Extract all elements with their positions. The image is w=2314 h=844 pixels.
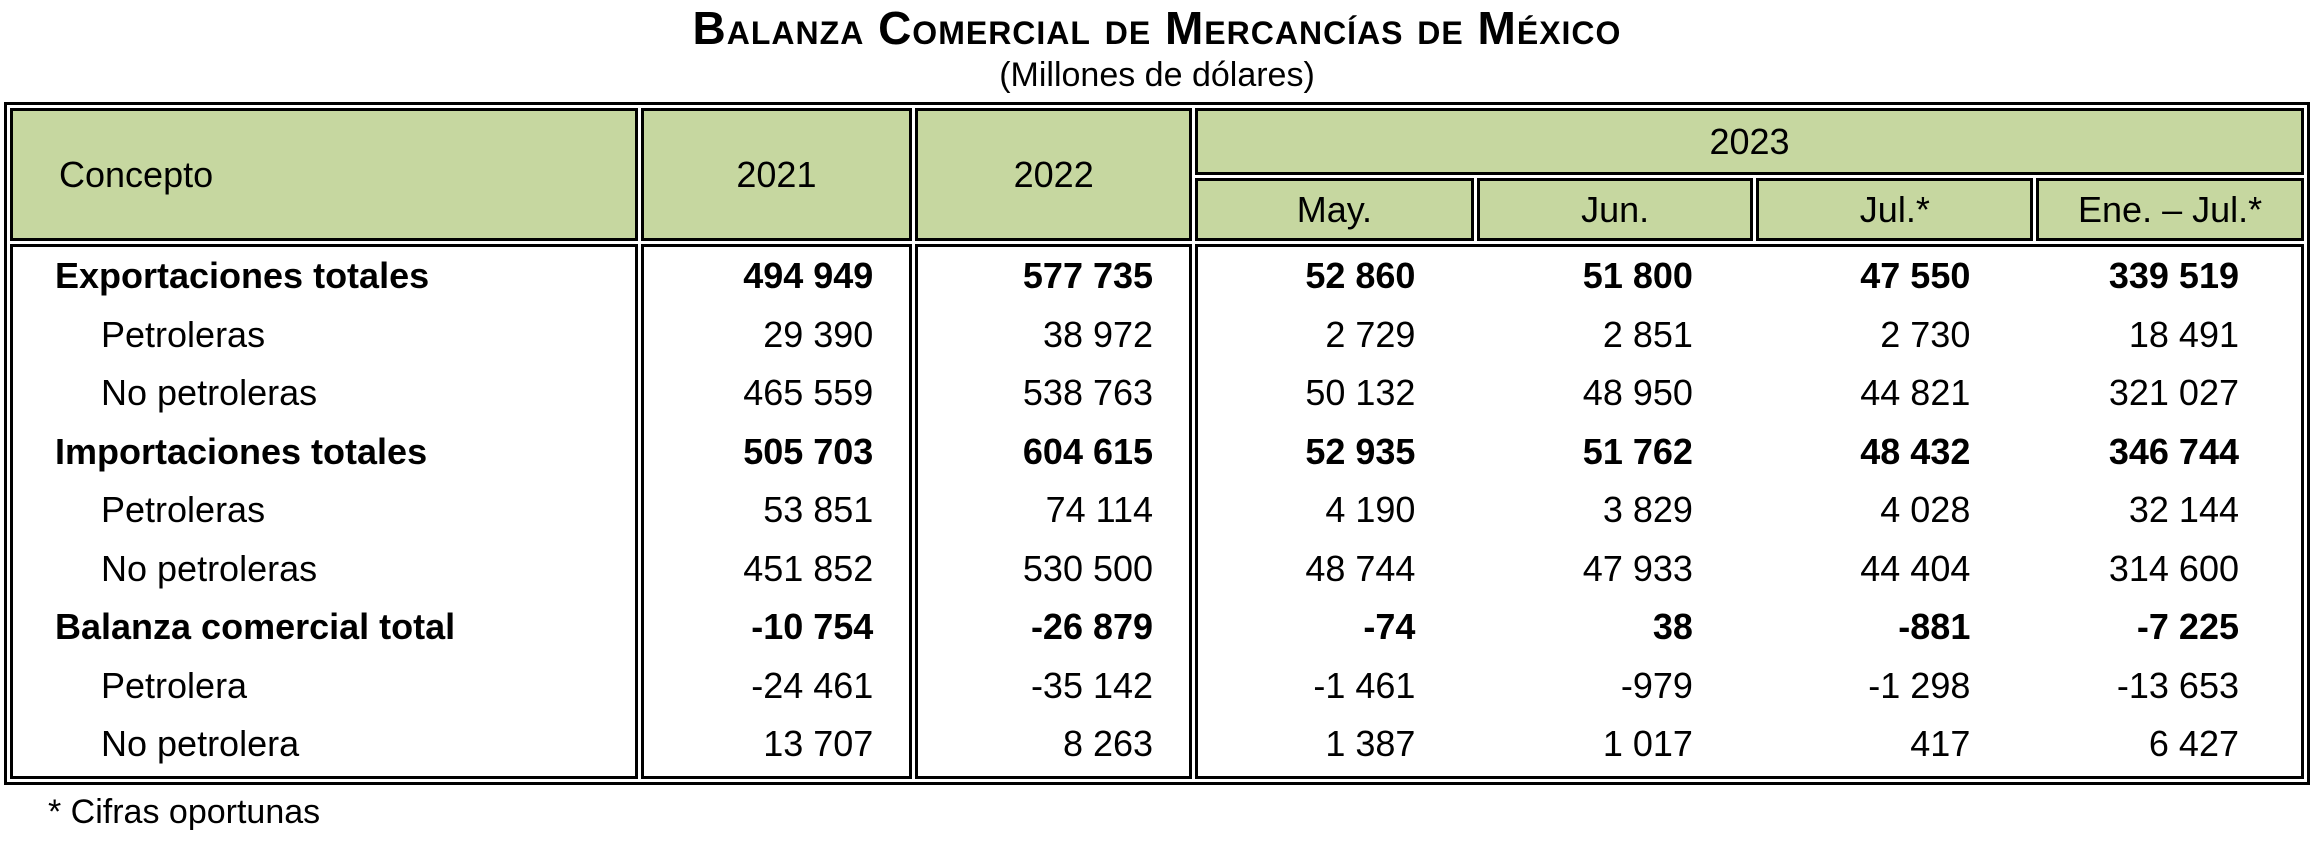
cell-value: 74 114 <box>1045 489 1154 530</box>
col-header-2021: 2021 <box>640 108 913 241</box>
row-label: No petrolera <box>101 723 300 764</box>
row-label: Petroleras <box>101 313 266 355</box>
page-subtitle: (Millones de dólares) <box>999 56 1315 94</box>
year-2022-column: 577 735 38 972 538 763 604 615 74 114 53… <box>915 244 1193 779</box>
row-label: Exportaciones totales <box>55 255 430 296</box>
cell-value: 2 730 <box>1880 313 1971 355</box>
cell-value: 604 615 <box>1022 430 1154 472</box>
col-header-2023-group: 2023 <box>1195 108 2304 175</box>
cell-value: 52 860 <box>1305 255 1416 296</box>
cell-value: -26 879 <box>1030 606 1154 647</box>
cell-value: 48 432 <box>1860 430 1971 472</box>
cell-value: 52 935 <box>1305 430 1416 472</box>
cell-value: 314 600 <box>2108 547 2239 589</box>
cell-value: 1 017 <box>1602 723 1693 764</box>
cell-value: 48 950 <box>1582 372 1693 413</box>
row-label: No petroleras <box>101 547 318 589</box>
cell-value: 29 390 <box>763 313 874 355</box>
page-title: Balanza Comercial de Mercancías de Méxic… <box>692 2 1622 54</box>
row-label: No petroleras <box>101 372 318 413</box>
concept-column: Exportaciones totales Petroleras No petr… <box>10 244 638 779</box>
cell-value: 538 763 <box>1022 372 1154 413</box>
cell-value: 32 144 <box>2128 489 2239 530</box>
cell-value: -7 225 <box>2136 606 2239 647</box>
row-label: Importaciones totales <box>55 430 428 472</box>
cell-value: 13 707 <box>763 723 874 764</box>
row-label: Petrolera <box>101 664 248 706</box>
cell-value: -24 461 <box>751 664 874 706</box>
cell-value: -1 461 <box>1313 664 1416 706</box>
cell-value: 51 762 <box>1582 430 1693 472</box>
cell-value: 4 028 <box>1880 489 1971 530</box>
cell-value: 321 027 <box>2108 372 2239 413</box>
cell-value: 44 404 <box>1860 547 1971 589</box>
cell-value: 417 <box>1910 723 1971 764</box>
cell-value: 50 132 <box>1305 372 1416 413</box>
year-2021-column: 494 949 29 390 465 559 505 703 53 851 45… <box>640 244 913 779</box>
cell-value: 47 933 <box>1582 547 1693 589</box>
cell-value: 38 972 <box>1042 313 1154 355</box>
cell-value: 47 550 <box>1860 255 1971 296</box>
cell-value: 3 829 <box>1602 489 1693 530</box>
cell-value: -10 754 <box>751 606 874 647</box>
months-2023-columns: 52 860 51 800 47 550 339 519 2 729 2 851… <box>1195 244 2304 779</box>
cell-value: 1 387 <box>1325 723 1416 764</box>
cell-value: 494 949 <box>743 255 874 296</box>
cell-value: -1 298 <box>1868 664 1971 706</box>
cell-value: 18 491 <box>2128 313 2239 355</box>
cell-value: -881 <box>1898 606 1971 647</box>
cell-value: 530 500 <box>1022 547 1154 589</box>
cell-value: 51 800 <box>1582 255 1693 296</box>
cell-value: 339 519 <box>2108 255 2239 296</box>
col-header-ene-jul: Ene. – Jul.* <box>2036 178 2304 241</box>
col-header-may: May. <box>1195 178 1474 241</box>
col-header-concepto: Concepto <box>10 108 638 241</box>
cell-value: 38 <box>1652 606 1693 647</box>
cell-value: 505 703 <box>743 430 874 472</box>
cell-value: 2 851 <box>1602 313 1693 355</box>
col-header-2022: 2022 <box>915 108 1193 241</box>
cell-value: 465 559 <box>743 372 874 413</box>
cell-value: 4 190 <box>1325 489 1416 530</box>
cell-value: 44 821 <box>1860 372 1971 413</box>
row-label: Petroleras <box>101 489 266 530</box>
col-header-jun: Jun. <box>1476 178 1754 241</box>
cell-value: 2 729 <box>1325 313 1416 355</box>
cell-value: 48 744 <box>1305 547 1416 589</box>
cell-value: 451 852 <box>743 547 874 589</box>
cell-value: 8 263 <box>1062 723 1154 764</box>
cell-value: 6 427 <box>2148 723 2239 764</box>
trade-balance-table: Concepto 2021 2022 2023 May. Jun. Jul.* … <box>4 102 2310 785</box>
cell-value: -13 653 <box>2116 664 2239 706</box>
cell-value: -35 142 <box>1030 664 1154 706</box>
col-header-jul: Jul.* <box>1756 178 2034 241</box>
cell-value: 346 744 <box>2108 430 2239 472</box>
cell-value: -979 <box>1620 664 1693 706</box>
cell-value: 577 735 <box>1022 255 1154 296</box>
cell-value: -74 <box>1363 606 1416 647</box>
cell-value: 53 851 <box>763 489 874 530</box>
row-label: Balanza comercial total <box>55 606 456 647</box>
table-grid: Concepto 2021 2022 2023 May. Jun. Jul.* … <box>10 108 2304 779</box>
footnote: * Cifras oportunas <box>48 793 321 831</box>
